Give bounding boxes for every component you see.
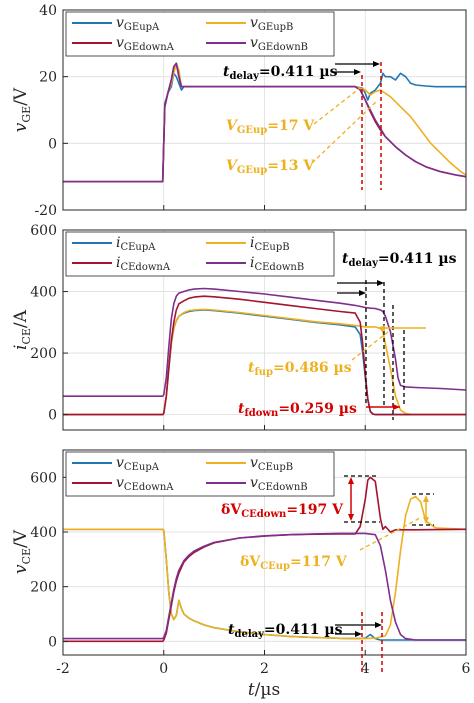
annotations-ice: tdelay=0.411 µs tfup=0.486 µs tfdown=0.2…	[238, 251, 457, 420]
ytick-label: 20	[39, 70, 57, 86]
xtick-label: -2	[56, 661, 70, 677]
yticks-ice: 0 200 400 600	[30, 223, 467, 430]
tdelay-label-vce: tdelay=0.411 µs	[228, 622, 343, 640]
ytick-label: 0	[48, 634, 57, 650]
ytick-label: 400	[30, 525, 57, 541]
series-vge	[63, 62, 467, 183]
legend-label-vceupa: vCEupA	[116, 455, 160, 473]
vgeup17-pointer	[313, 87, 361, 125]
series-line-vgedownb	[63, 62, 467, 183]
dvceup-arrowhead-bottom	[423, 517, 429, 524]
ytick-label: 0	[48, 408, 57, 424]
legend-label-vgedowna: vGEdownA	[116, 35, 175, 53]
yticks-vge: -20 0 20 40	[34, 3, 467, 219]
legend-vge: vGEupA vGEupB vGEdownA vGEdownB	[65, 11, 335, 57]
vgeup13-label: VGEup=13 V	[226, 158, 315, 176]
yticks-vce: 0 200 400 600	[30, 470, 467, 655]
legend-label-icedowna: iCEdownA	[116, 255, 171, 273]
dvcedown-arrowhead-bottom	[348, 514, 354, 521]
tfup-label: tfup=0.486 µs	[248, 360, 352, 378]
tdelay-arrowhead-2-vge	[354, 69, 361, 75]
legend-label-vgedownb: vGEdownB	[250, 35, 308, 53]
legend-box-vge	[65, 11, 335, 57]
dvcedown-arrowhead-top	[348, 477, 354, 484]
legend-label-vcedowna: vCEdownA	[116, 475, 174, 493]
legend-label-vcedownb: vCEdownB	[250, 475, 308, 493]
dvceup-label: δVCEup=117 V	[240, 554, 348, 572]
annotations-vce: δVCEdown=197 V δVCEup=117 V tdelay=0.411…	[221, 475, 434, 672]
xtick-label: 4	[361, 661, 370, 677]
ytick-label: 200	[30, 580, 57, 596]
legend-box-vce	[65, 451, 335, 497]
ytick-label: -20	[34, 203, 57, 219]
legend-label-vgeupb: vGEupB	[250, 15, 293, 33]
legend-vce: vCEupA vCEupB vCEdownA vCEdownB	[65, 451, 335, 497]
tfdown-arrowhead-ice	[393, 404, 400, 410]
ylabel-vge: vGE/V	[11, 87, 33, 132]
tdelay-arrowhead-1-ice	[377, 280, 384, 286]
ylabel-vce: vCE/V	[11, 529, 33, 574]
vgeup17-label: VGEup=17 V	[226, 118, 315, 136]
ytick-label: 0	[48, 136, 57, 152]
tdelay-label-vge: tdelay=0.411 µs	[223, 64, 338, 82]
legend-box-ice	[65, 231, 335, 277]
tdelay-label-ice: tdelay=0.411 µs	[342, 251, 457, 269]
tfup-arrowhead-ice	[378, 325, 385, 331]
ylabel-ice: iCE/A	[11, 309, 33, 350]
ytick-label: 600	[30, 223, 57, 239]
panel-vge: -20 0 20 40 vGE/V vGEupA vGEupB vGEdownA vG…	[11, 3, 467, 219]
xticks-vce: -2 0 2 4 6	[56, 661, 470, 677]
dvceup-pointer	[359, 517, 421, 551]
tdelay-arrowhead-2-ice	[359, 290, 366, 296]
ytick-label: 400	[30, 285, 57, 301]
vgeup13-pointer	[311, 99, 379, 164]
series-line-vcedownb	[63, 532, 466, 641]
xtick-label: 2	[260, 661, 269, 677]
legend-label-vceupb: vCEupB	[250, 455, 293, 473]
legend-label-icedownb: iCEdownB	[250, 255, 304, 273]
dvceup-arrowhead-top	[423, 495, 429, 502]
tfup-pointer	[351, 331, 389, 361]
annotations-vge: tdelay=0.411 µs VGEup=17 V VGEup=13 V	[223, 61, 382, 190]
series-line-icedownb	[63, 287, 467, 398]
ytick-label: 600	[30, 470, 57, 486]
series-line-vceupb	[63, 495, 467, 640]
legend-ice: iCEupA iCEupB iCEdownA iCEdownB	[65, 231, 335, 277]
ytick-label: 200	[30, 346, 57, 362]
tdelay-arrowhead-1-vce	[375, 622, 382, 628]
xtick-label: 0	[159, 661, 168, 677]
tdelay-arrowhead-1-vge	[373, 61, 380, 67]
legend-label-iceupb: iCEupB	[250, 235, 290, 253]
dvcedown-label: δVCEdown=197 V	[221, 502, 344, 520]
tdelay-arrowhead-2-vce	[355, 631, 362, 637]
panel-ice: 0 200 400 600 iCE/A iCEupA iCEupB iCEdownA …	[11, 223, 467, 431]
legend-label-iceupa: iCEupA	[116, 235, 156, 253]
series-line-icedowna	[63, 295, 466, 416]
series-vce	[63, 476, 467, 643]
panel-vce: 0 200 400 600 -2 0 2 4 6 vCE/V t/µs vCEupA vCEu…	[11, 449, 471, 700]
series-ice	[63, 287, 467, 416]
legend-label-vgeupa: vGEupA	[116, 15, 160, 33]
tfdown-label: tfdown=0.259 µs	[238, 401, 357, 419]
xtick-label: 6	[462, 661, 471, 677]
ytick-label: 40	[39, 3, 57, 19]
xlabel-vce: t/µs	[248, 680, 280, 700]
